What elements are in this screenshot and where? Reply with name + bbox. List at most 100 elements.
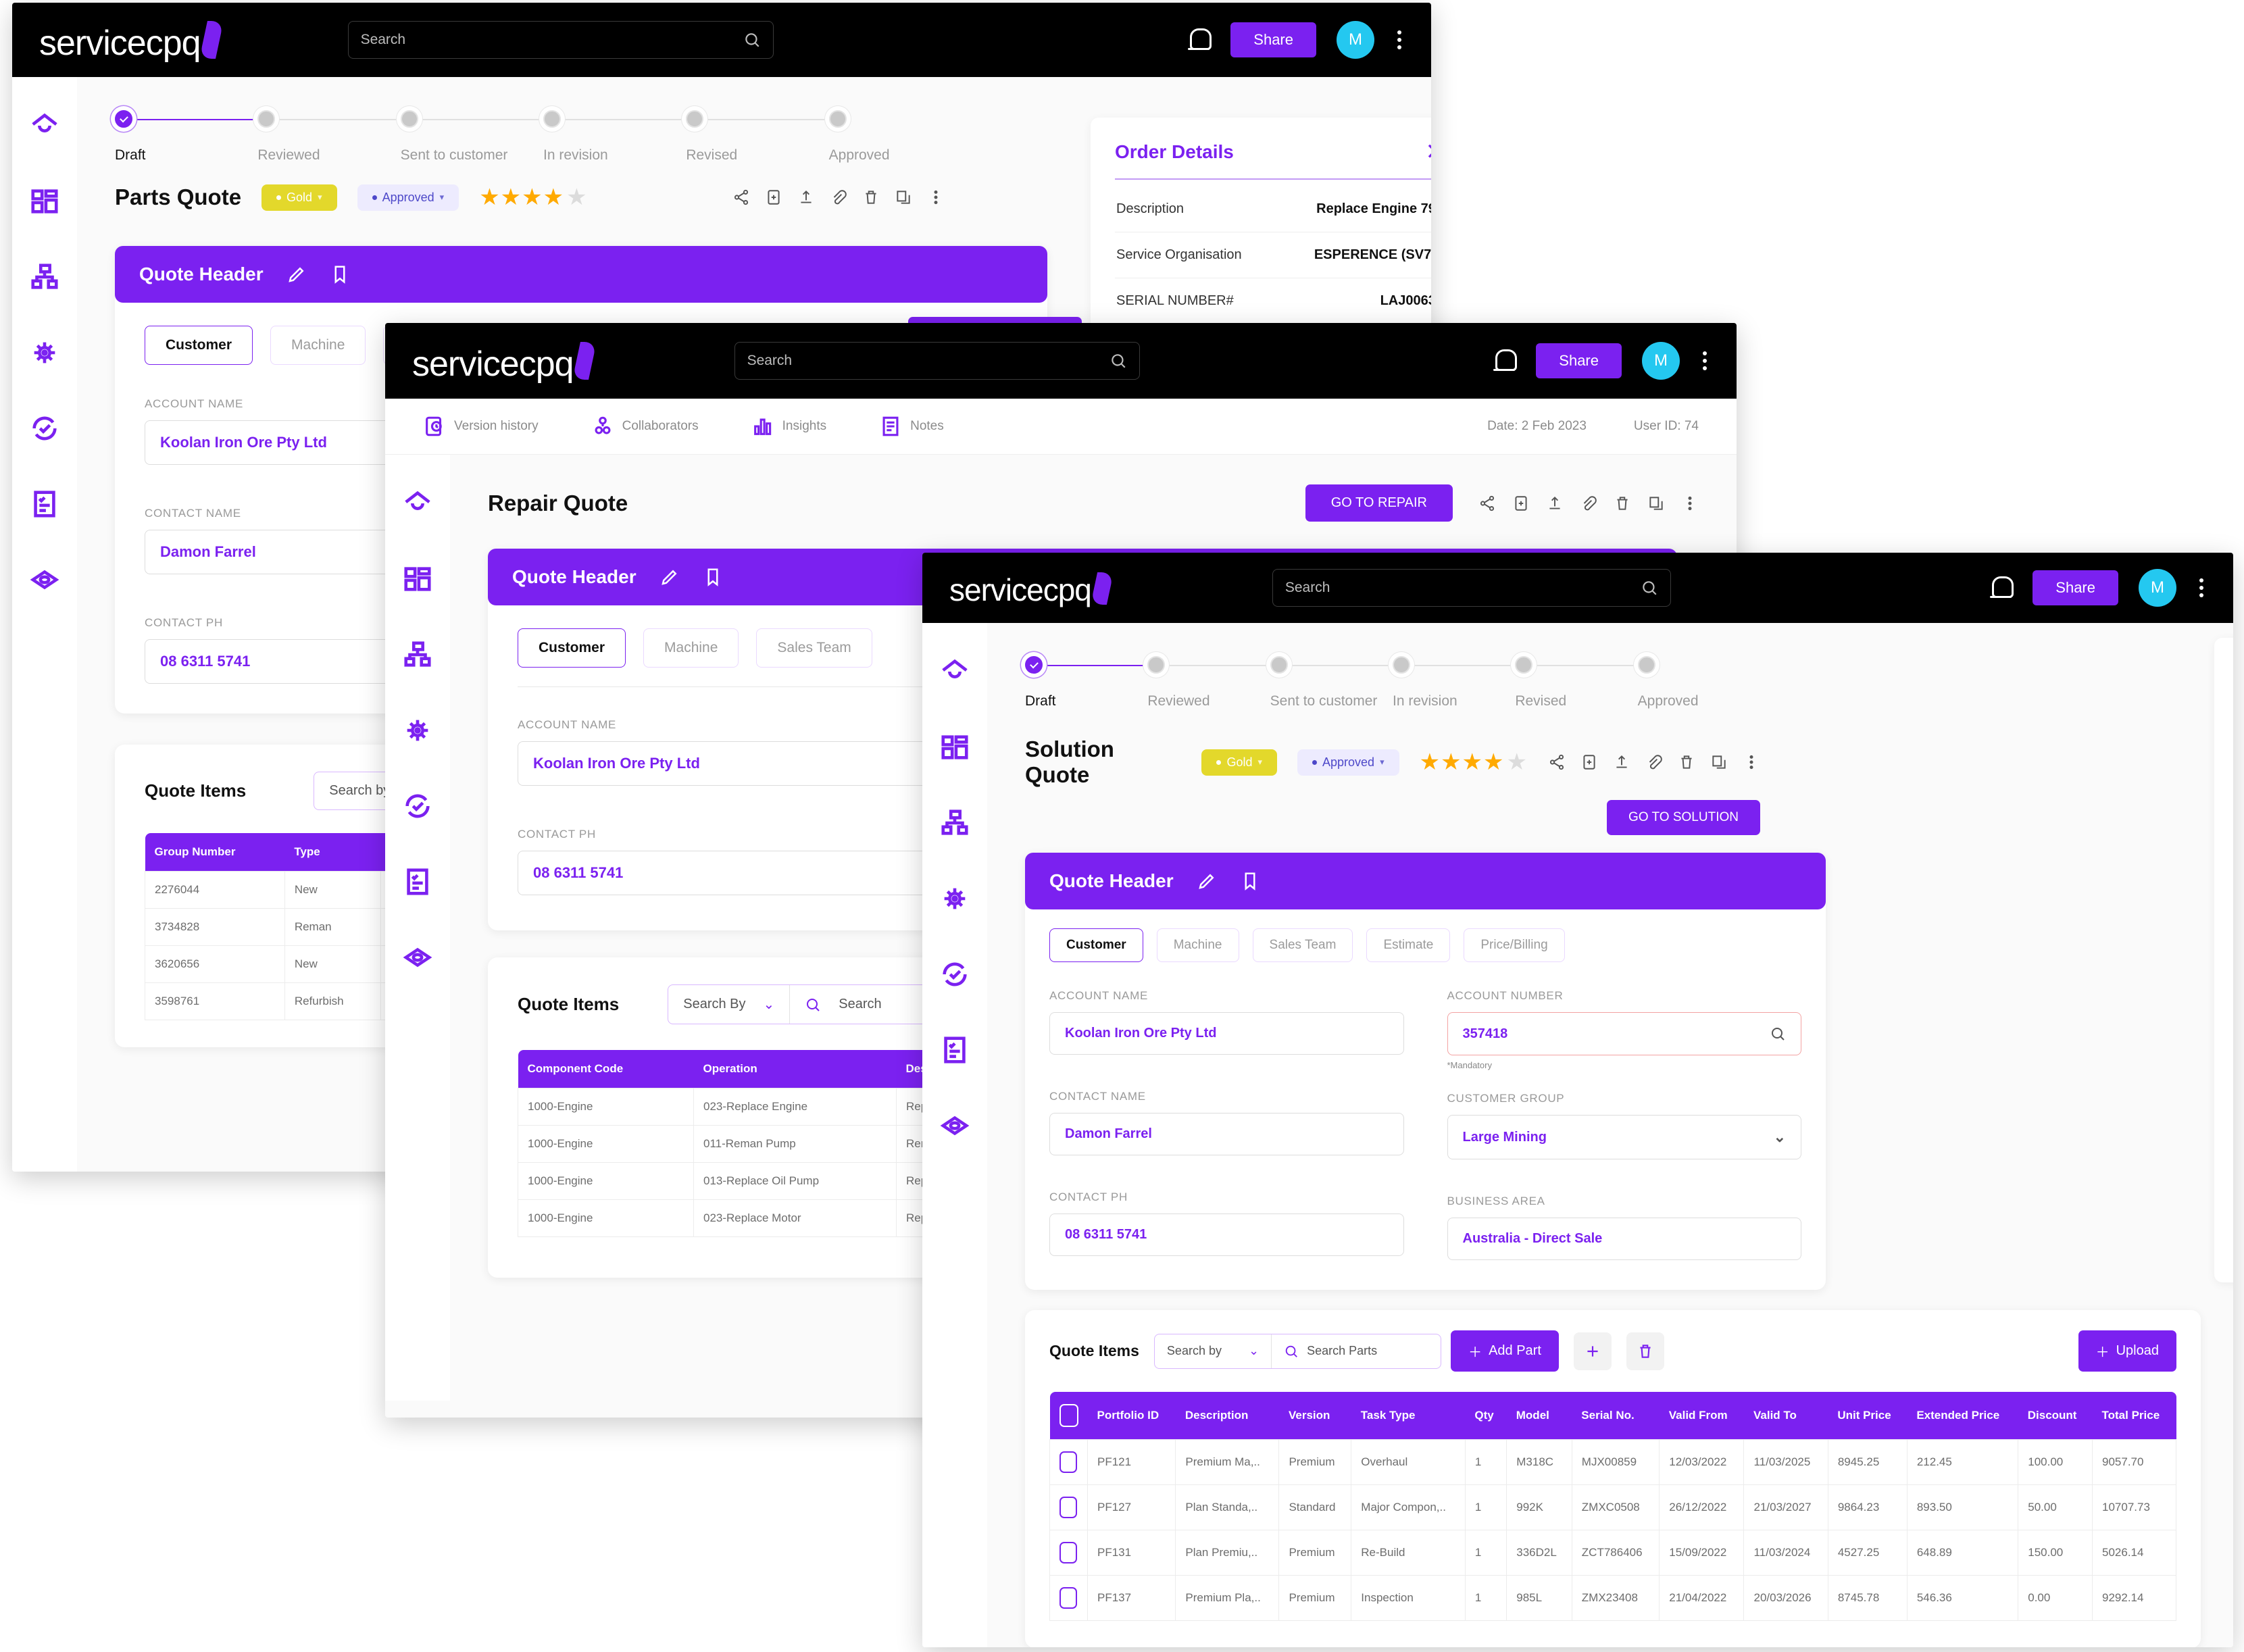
sidebar-item-notes[interactable] [937,1032,972,1068]
tab-customer[interactable]: Customer [518,628,626,668]
copy-icon[interactable] [1647,495,1665,512]
step-revised[interactable]: Revised [686,105,829,164]
share-button[interactable]: Share [1230,22,1316,57]
sidebar-item-dashboard[interactable] [400,561,435,597]
bookmark-icon[interactable] [703,567,723,587]
avatar[interactable]: M [1642,342,1680,380]
attachment-icon[interactable] [1580,495,1597,512]
tab-machine[interactable]: Machine [270,326,366,365]
sidebar-item-settings[interactable] [937,881,972,916]
add-row-button[interactable] [1573,1332,1612,1370]
checkbox-icon[interactable] [1059,1451,1077,1473]
copy-icon[interactable] [1710,753,1728,771]
search-by-select[interactable]: Search by ⌄ [1155,1334,1271,1368]
tab-price-billing[interactable]: Price/Billing [1464,928,1565,962]
tier-badge[interactable]: Gold ▾ [1201,749,1277,776]
sidebar-item-dashboard[interactable] [937,730,972,765]
more-options-icon[interactable] [1700,349,1710,373]
account-name-field[interactable]: Koolan Iron Ore Pty Ltd [1049,1012,1404,1055]
sidebar-item-dashboard[interactable] [27,184,62,219]
more-vertical-icon[interactable] [1743,753,1760,771]
share-button[interactable]: Share [1536,343,1622,378]
tab-sales-team[interactable]: Sales Team [1252,928,1353,962]
sidebar-item-settings[interactable] [400,713,435,748]
subnav-notes[interactable]: Notes [879,414,944,439]
go-to-repair-button[interactable]: GO TO REPAIR [1305,484,1453,522]
table-row[interactable]: PF121 Premium Ma,.. Premium Overhaul 1 M… [1049,1439,2176,1485]
checkbox-icon[interactable] [1059,1497,1077,1518]
sidebar-item-insights[interactable] [400,940,435,975]
sidebar-item-hierarchy[interactable] [937,805,972,841]
step-draft[interactable]: Draft [115,105,258,164]
attachment-icon[interactable] [830,189,847,206]
bookmark-icon[interactable] [330,264,350,284]
step-sent-to-customer[interactable]: Sent to customer [1270,651,1393,709]
notifications-bell-icon[interactable] [1493,348,1518,374]
share-icon[interactable] [1478,495,1496,512]
rating-stars[interactable]: ★★★★ ★ [1419,749,1528,775]
go-to-solution-button[interactable]: GO TO SOLUTION [1607,800,1760,835]
more-options-icon[interactable] [2197,576,2206,600]
contact-ph-field[interactable]: 08 6311 5741 [1049,1213,1404,1256]
search-by-select[interactable]: Search By ⌄ [668,985,789,1024]
attachment-icon[interactable] [1645,753,1663,771]
delete-icon[interactable] [862,189,880,206]
checkbox-icon[interactable] [1059,1542,1077,1563]
tab-machine[interactable]: Machine [643,628,739,668]
delete-row-button[interactable] [1626,1332,1664,1370]
share-icon[interactable] [732,189,750,206]
search-parts-input[interactable]: Search Parts [1272,1334,1441,1368]
delete-icon[interactable] [1614,495,1631,512]
row-checkbox-cell[interactable] [1049,1484,1088,1530]
step-reviewed[interactable]: Reviewed [257,105,401,164]
step-in-revision[interactable]: In revision [1392,651,1516,709]
tier-badge[interactable]: Gold ▾ [261,184,337,211]
sidebar-item-approvals[interactable] [400,789,435,824]
sidebar-item-home[interactable] [27,108,62,143]
delete-icon[interactable] [1678,753,1695,771]
sidebar-item-home[interactable] [937,654,972,689]
upload-icon[interactable] [797,189,815,206]
upload-button[interactable]: ＋ Upload [2078,1330,2176,1372]
edit-pencil-icon[interactable] [286,264,307,284]
app-logo[interactable]: servicecpq [412,338,597,384]
edit-pencil-icon[interactable] [659,567,680,587]
row-checkbox-cell[interactable] [1049,1439,1088,1485]
tab-estimate[interactable]: Estimate [1366,928,1451,962]
account-number-field[interactable]: 357418 [1447,1012,1801,1055]
checkbox-icon[interactable] [1059,1404,1078,1427]
sidebar-item-insights[interactable] [937,1108,972,1143]
search-control[interactable]: Search by ⌄ Search Parts [1153,1333,1442,1369]
tab-customer[interactable]: Customer [1049,928,1143,962]
step-approved[interactable]: Approved [1637,651,1760,709]
more-vertical-icon[interactable] [1681,495,1699,512]
row-checkbox-cell[interactable] [1049,1530,1088,1576]
step-sent-to-customer[interactable]: Sent to customer [400,105,543,164]
notifications-bell-icon[interactable] [1989,575,2014,601]
table-row[interactable]: PF137 Premium Pla,.. Premium Inspection … [1049,1575,2176,1621]
sidebar-item-hierarchy[interactable] [400,637,435,672]
global-search-input[interactable]: Search [347,21,774,59]
add-part-button[interactable]: ＋ Add Part [1451,1330,1559,1372]
search-input[interactable]: Search [790,986,1168,1024]
more-options-icon[interactable] [1395,28,1404,52]
global-search-input[interactable]: Search [1272,569,1671,607]
tab-customer[interactable]: Customer [145,326,253,365]
subnav-version-history[interactable]: Version history [423,414,539,439]
more-vertical-icon[interactable] [927,189,945,206]
sidebar-item-settings[interactable] [27,335,62,370]
contact-name-field[interactable]: Damon Farrel [1049,1113,1404,1155]
share-button[interactable]: Share [2033,570,2118,605]
add-file-icon[interactable] [1512,495,1530,512]
app-logo[interactable]: servicecpq [39,17,224,64]
edit-pencil-icon[interactable] [1197,871,1217,891]
sidebar-item-notes[interactable] [27,486,62,522]
table-row[interactable]: PF127 Plan Standa,.. Standard Major Comp… [1049,1484,2176,1530]
step-draft[interactable]: Draft [1025,651,1148,709]
row-checkbox-cell[interactable] [1049,1575,1088,1621]
upload-icon[interactable] [1613,753,1630,771]
upload-icon[interactable] [1546,495,1564,512]
checkbox-icon[interactable] [1059,1587,1077,1609]
tab-machine[interactable]: Machine [1156,928,1239,962]
step-in-revision[interactable]: In revision [543,105,687,164]
